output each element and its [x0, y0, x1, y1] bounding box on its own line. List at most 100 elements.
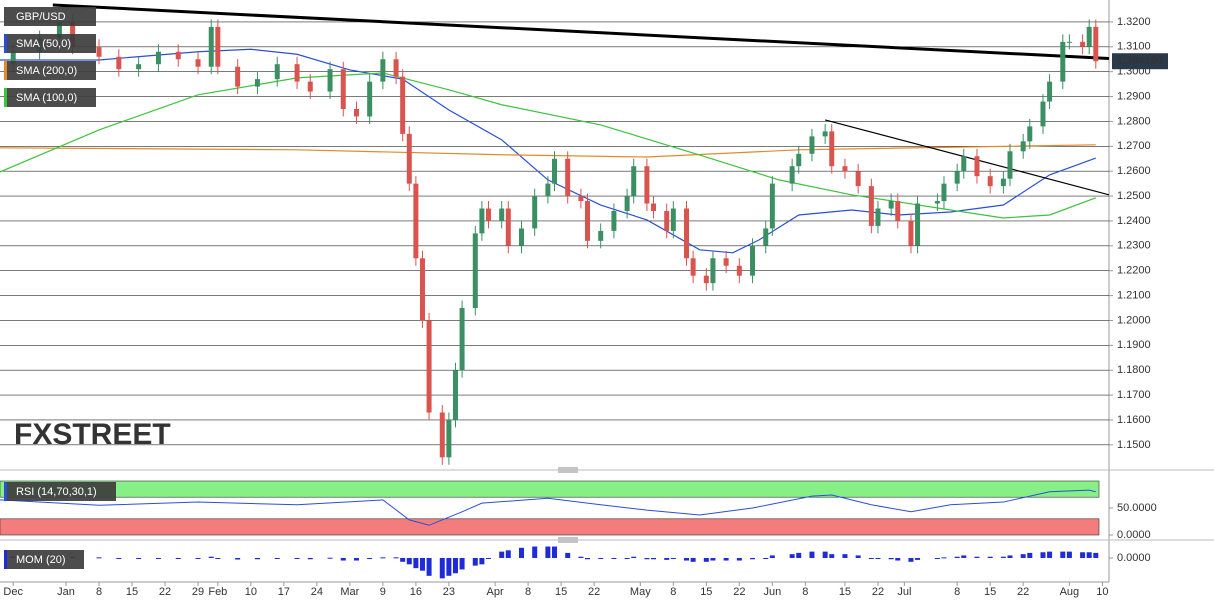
- mom-bar: [1060, 551, 1066, 558]
- y-tick-label: 1.3200: [1117, 16, 1151, 28]
- y-tick-label: 1.2300: [1117, 240, 1151, 252]
- rsi-band: [0, 480, 1100, 498]
- legend-label: MOM (20): [16, 554, 66, 566]
- x-tick-label: 10: [1096, 586, 1108, 598]
- candle-body: [908, 220, 914, 246]
- mom-bar: [875, 557, 881, 559]
- candle-body: [367, 81, 373, 117]
- candle-body: [868, 186, 874, 226]
- y-tick-label: 1.2000: [1117, 314, 1151, 326]
- candle-body: [763, 228, 769, 246]
- mom-bar: [763, 557, 769, 559]
- candle-body: [934, 201, 940, 204]
- mom-bar: [703, 557, 709, 562]
- x-tick-label: 22: [872, 586, 884, 598]
- mom-bar: [934, 557, 940, 559]
- candle-body: [1047, 81, 1053, 102]
- y-tick-label: 1.2600: [1117, 165, 1151, 177]
- candle-body: [254, 79, 260, 87]
- mom-bar: [327, 557, 333, 559]
- mom-bar: [736, 557, 742, 561]
- rsi-band: [0, 518, 1100, 536]
- legend-box: [4, 34, 96, 53]
- candle-body: [954, 171, 960, 184]
- x-tick-label: 29: [192, 586, 204, 598]
- candle-body: [736, 265, 742, 276]
- mom-bar: [723, 557, 729, 561]
- y-tick-label: 1.2800: [1117, 115, 1151, 127]
- mom-bar: [400, 557, 406, 562]
- candle-body: [208, 26, 214, 67]
- mom-bar: [670, 557, 676, 559]
- candle-body: [624, 196, 630, 211]
- mom-bar: [116, 557, 122, 559]
- mom-bar: [472, 557, 478, 566]
- candle-body: [1093, 26, 1099, 62]
- candle-body: [545, 183, 551, 197]
- plot-area: [0, 3, 1109, 465]
- legend-label: SMA (50,0): [16, 38, 71, 50]
- candle-body: [974, 156, 980, 177]
- mom-bar: [195, 557, 201, 559]
- mom-bar: [208, 556, 214, 558]
- candle-body: [235, 66, 241, 87]
- mom-bar: [485, 557, 491, 559]
- mom-bar: [954, 556, 960, 558]
- mom-bar: [796, 552, 802, 558]
- mom-bar: [1040, 552, 1046, 558]
- candle-body: [419, 258, 425, 321]
- candle-body: [327, 69, 333, 92]
- candle-body: [116, 56, 122, 70]
- candle-body: [136, 64, 142, 70]
- mom-bar: [598, 557, 604, 559]
- x-tick-label: 15: [984, 586, 996, 598]
- mom-bar: [684, 557, 690, 561]
- candle-body: [842, 166, 848, 172]
- mom-bar: [505, 550, 511, 558]
- candle-body: [1007, 151, 1013, 179]
- mom-bar: [690, 557, 696, 562]
- legend-swatch: [4, 482, 7, 501]
- candle-body: [855, 171, 861, 187]
- y-tick-label: 1.1700: [1117, 389, 1151, 401]
- candle-body: [644, 166, 650, 204]
- mom-bar: [1086, 552, 1092, 558]
- mom-bar: [426, 557, 432, 576]
- mom-bar: [235, 557, 241, 560]
- trendline: [824, 119, 1109, 196]
- candle-body: [380, 59, 386, 82]
- y-tick-label: 1.1800: [1117, 364, 1151, 376]
- candle-body: [710, 258, 716, 284]
- x-tick-label: 22: [588, 586, 600, 598]
- mom-bar: [1093, 552, 1099, 558]
- mom-bar: [829, 554, 835, 558]
- candle-body: [400, 76, 406, 134]
- candle-body: [472, 233, 478, 309]
- mom-bar: [307, 557, 313, 560]
- y-tick-label: 1.1900: [1117, 339, 1151, 351]
- candle-body: [796, 153, 802, 167]
- mom-bar: [393, 557, 399, 559]
- candle-body: [552, 158, 557, 184]
- x-tick-label: 8: [96, 586, 102, 598]
- candle-body: [875, 208, 881, 226]
- watermark: FX: [14, 418, 52, 451]
- candle-body: [155, 51, 161, 65]
- y-tick-label: 1.3100: [1117, 41, 1151, 53]
- candle-body: [789, 166, 795, 184]
- mom-bar: [552, 546, 557, 558]
- y-tick-label: 0.0000: [1117, 552, 1151, 564]
- mom-bar: [367, 557, 373, 559]
- legend-swatch: [4, 34, 7, 53]
- mom-bar: [353, 557, 359, 561]
- mom-bar: [380, 557, 386, 559]
- candle-body: [1080, 41, 1086, 47]
- candle-body: [961, 156, 967, 172]
- y-tick-label: 50.0000: [1117, 502, 1157, 514]
- mom-bar: [274, 557, 280, 559]
- candle-body: [611, 210, 617, 231]
- mom-bar: [532, 546, 538, 558]
- x-tick-label: 16: [410, 586, 422, 598]
